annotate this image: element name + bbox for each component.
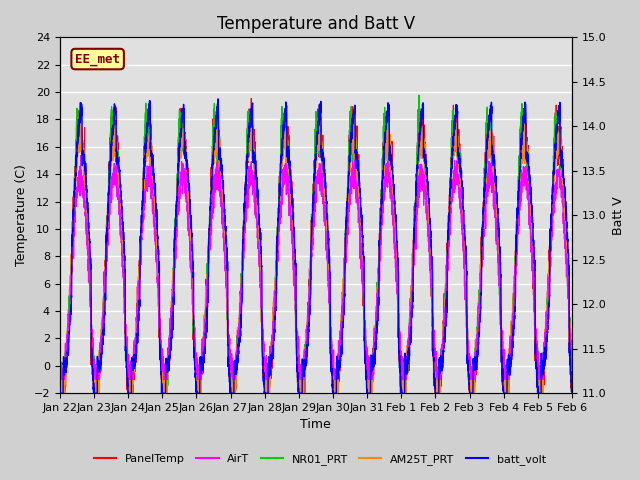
Title: Temperature and Batt V: Temperature and Batt V xyxy=(217,15,415,33)
Y-axis label: Temperature (C): Temperature (C) xyxy=(15,164,28,266)
Legend: PanelTemp, AirT, NR01_PRT, AM25T_PRT, batt_volt: PanelTemp, AirT, NR01_PRT, AM25T_PRT, ba… xyxy=(90,450,550,469)
Y-axis label: Batt V: Batt V xyxy=(612,196,625,235)
Text: EE_met: EE_met xyxy=(75,52,120,66)
X-axis label: Time: Time xyxy=(301,419,332,432)
